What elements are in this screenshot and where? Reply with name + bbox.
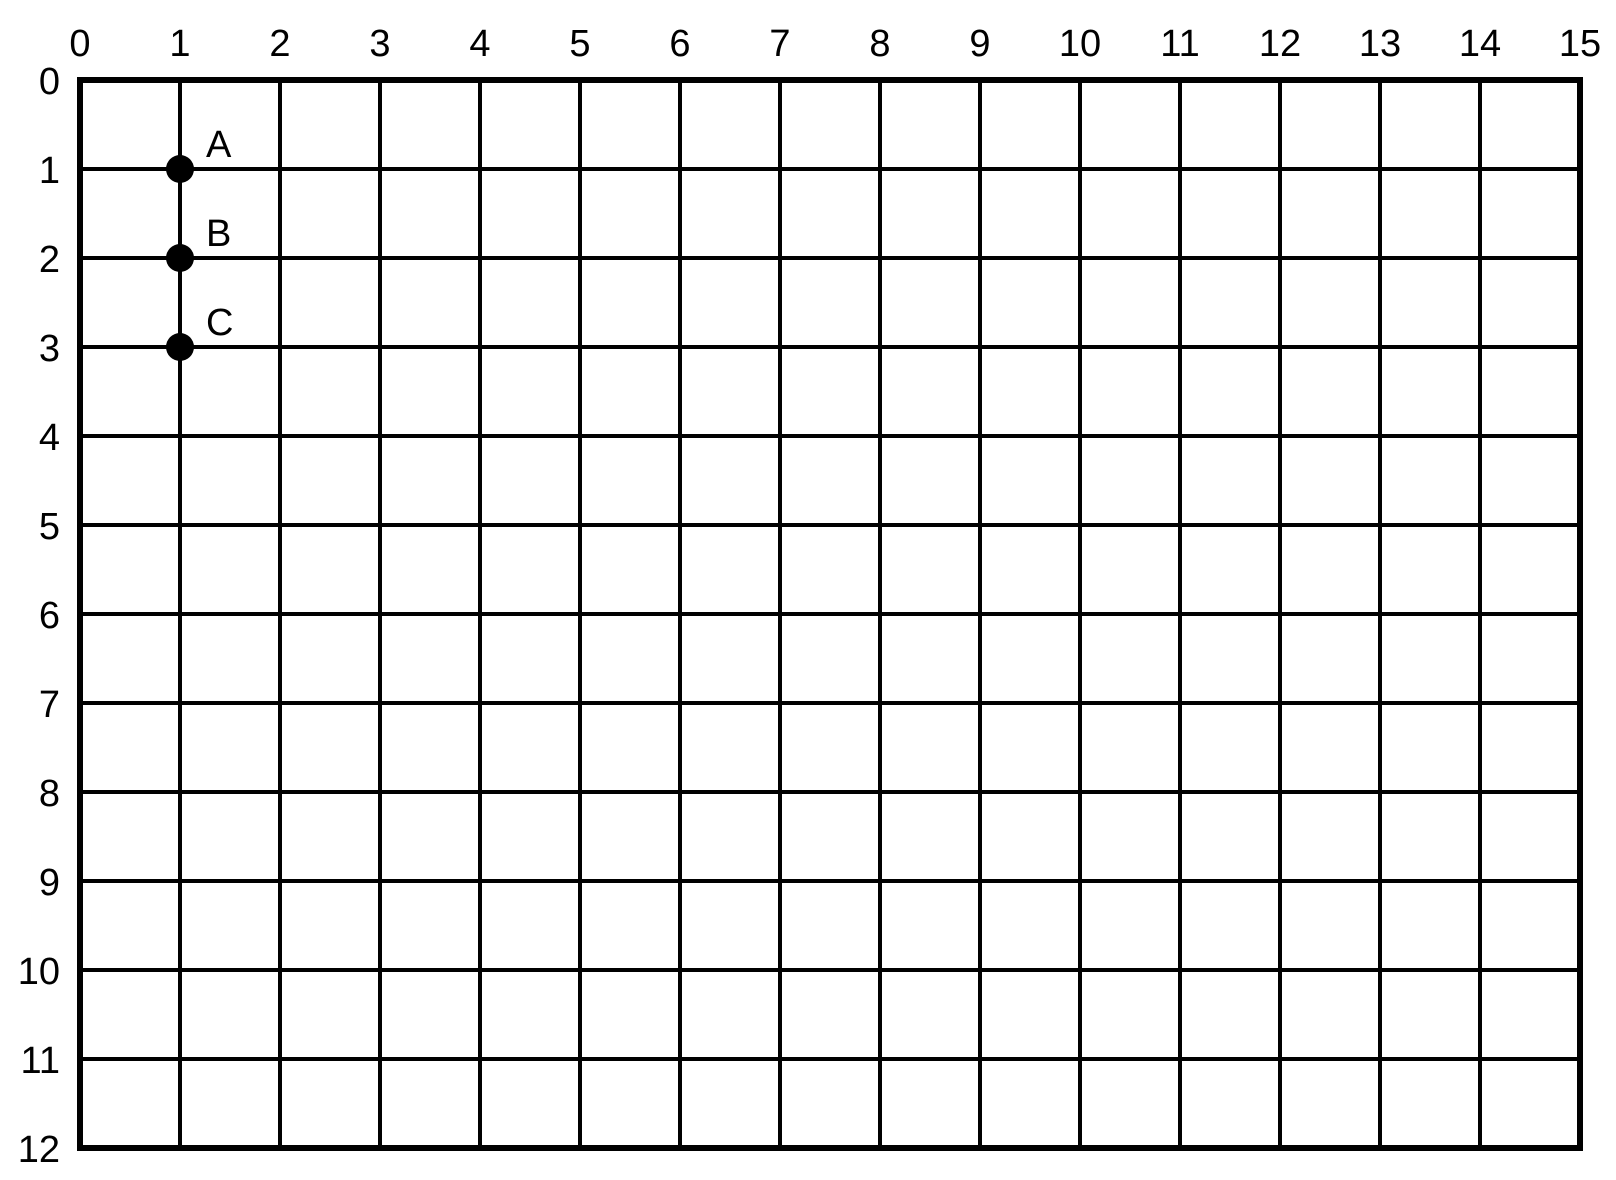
y-tick-label: 7	[39, 684, 60, 726]
x-tick-label: 1	[169, 23, 190, 65]
x-tick-label: 3	[369, 23, 390, 65]
x-tick-label: 11	[1160, 23, 1199, 65]
y-tick-label: 9	[39, 862, 60, 904]
data-point-label: C	[206, 302, 233, 344]
y-tick-label: 3	[39, 328, 60, 370]
y-tick-label: 8	[39, 773, 60, 815]
x-tick-label: 4	[469, 23, 490, 65]
coordinate-grid-chart: 01234567891011121314150123456789101112AB…	[0, 0, 1616, 1180]
data-point-label: A	[206, 124, 232, 166]
y-tick-label: 2	[39, 239, 60, 281]
x-tick-label: 2	[269, 23, 290, 65]
x-tick-label: 0	[69, 23, 90, 65]
x-tick-label: 9	[969, 23, 990, 65]
x-tick-label: 10	[1059, 23, 1101, 65]
data-point	[166, 244, 194, 272]
x-tick-label: 7	[769, 23, 790, 65]
y-tick-label: 0	[39, 61, 60, 103]
y-tick-label: 4	[39, 417, 60, 459]
x-tick-label: 5	[569, 23, 590, 65]
x-tick-label: 13	[1359, 23, 1401, 65]
data-point-label: B	[206, 213, 231, 255]
x-tick-label: 12	[1259, 23, 1301, 65]
data-point	[166, 155, 194, 183]
y-tick-label: 10	[18, 951, 60, 993]
x-tick-label: 15	[1559, 23, 1601, 65]
x-tick-label: 8	[869, 23, 890, 65]
y-tick-label: 11	[21, 1040, 60, 1082]
x-tick-label: 6	[669, 23, 690, 65]
y-tick-label: 1	[39, 150, 60, 192]
y-tick-label: 5	[39, 506, 60, 548]
data-point	[166, 333, 194, 361]
y-tick-label: 12	[18, 1129, 60, 1171]
chart-svg: 01234567891011121314150123456789101112AB…	[0, 0, 1616, 1180]
y-tick-label: 6	[39, 595, 60, 637]
x-tick-label: 14	[1459, 23, 1501, 65]
